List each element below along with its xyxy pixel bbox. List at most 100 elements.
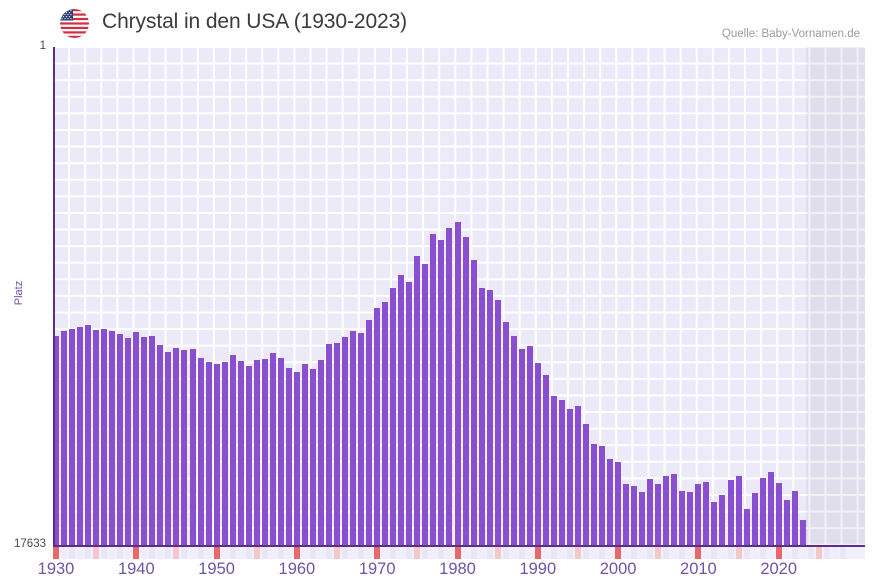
tick-strip-cell (791, 547, 798, 559)
tick-strip-cell (173, 547, 180, 559)
bar (61, 331, 68, 545)
bar (229, 355, 236, 545)
tick-strip-cell (558, 547, 565, 559)
tick-strip-cell (133, 547, 140, 559)
bar (309, 369, 316, 545)
tick-strip-cell (205, 547, 212, 559)
tick-strip-cell (502, 547, 509, 559)
tick-strip-cell (101, 547, 108, 559)
tick-strip-cell (518, 547, 525, 559)
tick-strip-cell (382, 547, 389, 559)
bar (687, 492, 694, 545)
tick-strip-cell (141, 547, 148, 559)
tick-strip-cell (719, 547, 726, 559)
bar (454, 222, 461, 545)
bar (77, 327, 84, 545)
tick-strip-cell (181, 547, 188, 559)
bar (574, 406, 581, 545)
tick-strip-cell (422, 547, 429, 559)
bars-layer (53, 47, 865, 545)
bar (181, 350, 188, 545)
tick-strip-cell (767, 547, 774, 559)
bar (631, 486, 638, 545)
bar (334, 343, 341, 545)
tick-strip-cell (510, 547, 517, 559)
bar (366, 320, 373, 545)
x-axis-tick-label: 1990 (519, 560, 557, 578)
bar (446, 228, 453, 545)
chart-title: Chrystal in den USA (1930-2023) (102, 10, 408, 33)
x-axis-tick-label: 1970 (358, 560, 396, 578)
tick-strip-cell (334, 547, 341, 559)
tick-strip-cell (623, 547, 630, 559)
bar (550, 396, 557, 545)
tick-strip-cell (301, 547, 308, 559)
bar (269, 353, 276, 545)
tick-strip-cell (494, 547, 501, 559)
bar (398, 275, 405, 545)
tick-strip-cell (261, 547, 268, 559)
tick-strip-cell (815, 547, 822, 559)
tick-strip-cell (679, 547, 686, 559)
bar (157, 345, 164, 545)
tick-strip-cell (358, 547, 365, 559)
tick-strip-cell (671, 547, 678, 559)
bar (671, 474, 678, 545)
tick-strip-cell (566, 547, 573, 559)
tick-strip-cell (759, 547, 766, 559)
tick-strip-cell (53, 547, 59, 559)
tick-strip-cell (69, 547, 76, 559)
tick-strip-cell (663, 547, 670, 559)
tick-strip-cell (695, 547, 702, 559)
bar (542, 375, 549, 545)
bar (767, 472, 774, 545)
bar (358, 333, 365, 545)
bar (639, 492, 646, 545)
tick-strip-cell (125, 547, 132, 559)
tick-strip-cell (655, 547, 662, 559)
tick-strip-cell (607, 547, 614, 559)
bar (237, 361, 244, 545)
bar (647, 479, 654, 545)
bar (85, 325, 92, 545)
tick-strip-cell (462, 547, 469, 559)
tick-strip-cell (743, 547, 750, 559)
y-axis-line (53, 47, 55, 546)
bar (261, 359, 268, 545)
bar (470, 260, 477, 545)
tick-strip-cell (454, 547, 461, 559)
tick-strip-cell (486, 547, 493, 559)
bar (775, 483, 782, 545)
tick-strip-cell (77, 547, 84, 559)
bar (326, 344, 333, 545)
tick-strip-cell (599, 547, 606, 559)
bar (502, 322, 509, 545)
tick-strip-cell (574, 547, 581, 559)
tick-strip-cell (229, 547, 236, 559)
bar (518, 349, 525, 545)
bar (591, 444, 597, 545)
bar (558, 400, 565, 545)
x-axis-line (53, 545, 865, 547)
bar (566, 409, 573, 545)
tick-strip-cell (221, 547, 228, 559)
bar (293, 372, 300, 545)
tick-strip-cell (711, 547, 718, 559)
bar (213, 364, 220, 545)
tick-strip-cell (326, 547, 333, 559)
tick-strip-cell (783, 547, 790, 559)
bar (703, 482, 710, 545)
bar (655, 484, 662, 545)
bar (478, 288, 485, 545)
bar (93, 330, 100, 545)
tick-strip-cell (85, 547, 92, 559)
tick-strip-cell (478, 547, 485, 559)
tick-strip-cell (285, 547, 292, 559)
bar (783, 500, 790, 545)
x-axis-tick-label: 1950 (198, 560, 235, 578)
tick-strip-cell (550, 547, 557, 559)
x-axis-tick-labels: 1930 1940 1950 1960 1970 1980 1990 2000 2010 2020 (0, 560, 873, 584)
tick-strip-cell (157, 547, 164, 559)
x-axis-tick-label: 2010 (680, 560, 717, 578)
